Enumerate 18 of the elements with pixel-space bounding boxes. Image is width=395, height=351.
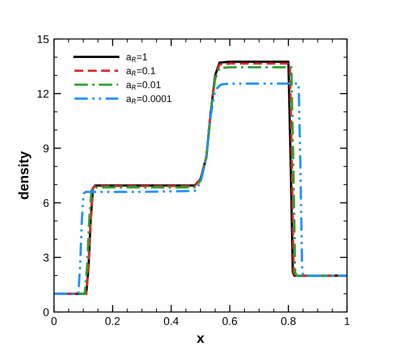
x-axis-title: x <box>196 336 204 343</box>
y-axis-title: density <box>18 151 32 200</box>
y-tick-label: 0 <box>43 308 49 316</box>
x-tick-label: 0.8 <box>281 317 296 326</box>
legend-label: a$_{R}$=0.01 <box>126 81 161 90</box>
y-tick-label: 12 <box>38 90 49 98</box>
legend-label: a$_{R}$=1 <box>126 54 148 62</box>
x-tick-label: 0.4 <box>164 317 179 326</box>
x-tick-label: 0.6 <box>222 317 238 326</box>
legend-label: a$_{R}$=0.1 <box>126 67 156 76</box>
x-tick-label: 1 <box>344 317 350 325</box>
legend-label: a$_{R}$=0.0001 <box>126 95 172 104</box>
y-tick-label: 9 <box>43 144 49 152</box>
y-tick-label: 3 <box>43 254 49 262</box>
x-tick-label: 0 <box>51 317 57 326</box>
x-tick-label: 0.2 <box>105 317 120 326</box>
y-tick-label: 6 <box>44 199 49 207</box>
y-tick-label: 15 <box>38 35 49 44</box>
